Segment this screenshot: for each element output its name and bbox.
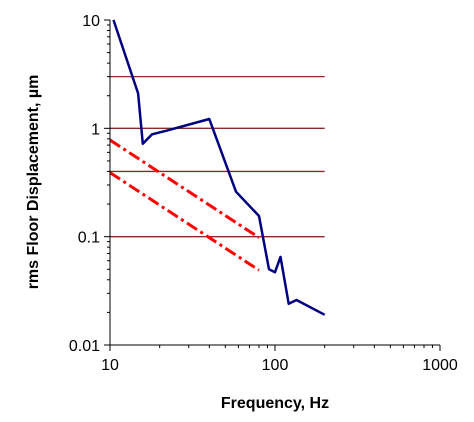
x-tick-label-2: 1000: [422, 357, 458, 374]
series-line-2: [109, 171, 260, 272]
y-tick-label-0: 0.01: [69, 338, 100, 355]
y-tick-label-1: 0.1: [78, 230, 100, 247]
reference-lines: [110, 75, 325, 238]
y-tick-label-3: 10: [82, 13, 100, 30]
ticks: [104, 19, 441, 351]
x-tick-label-0: 10: [101, 357, 119, 374]
series-line-1: [109, 138, 260, 239]
x-axis-title: Frequency, Hz: [221, 395, 329, 412]
y-axis-title: rms Floor Displacement, µm: [25, 75, 42, 290]
y-tick-label-2: 1: [91, 121, 100, 138]
x-tick-label-1: 100: [262, 357, 289, 374]
series-layer: [109, 19, 326, 316]
series-line-0: [112, 19, 326, 316]
tick-labels: 10 100 1000 0.01 0.1 1 10: [69, 13, 458, 374]
